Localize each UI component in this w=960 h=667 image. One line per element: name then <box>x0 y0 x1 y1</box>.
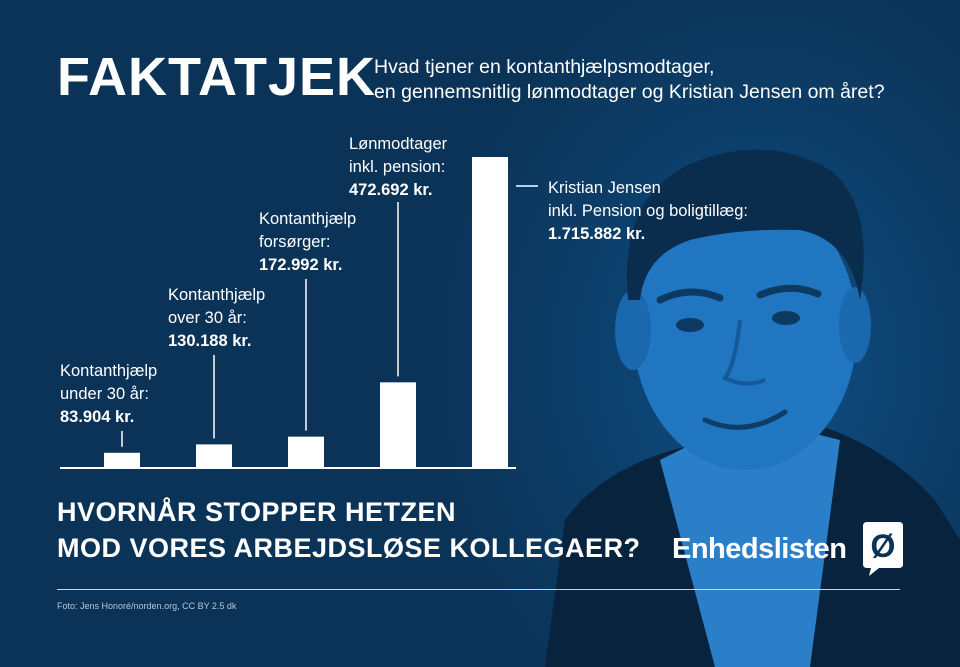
bar-5 <box>472 157 508 468</box>
bar-3 <box>288 436 324 468</box>
category-label-4-1: Lønmodtager <box>349 135 448 153</box>
footer-divider <box>57 589 900 590</box>
subtitle-line-2: en gennemsnitlig lønmodtager og Kristian… <box>374 81 885 103</box>
logo-text: Enhedslisten <box>672 532 847 565</box>
category-label-5-1: Kristian Jensen <box>548 179 661 197</box>
category-label-2-2: over 30 år: <box>168 309 247 327</box>
data-label-4: 472.692 kr. <box>349 181 433 199</box>
data-label-1: 83.904 kr. <box>60 408 134 426</box>
category-label-1-2: under 30 år: <box>60 385 149 403</box>
category-label-3-2: forsørger: <box>259 233 331 251</box>
page-title: FAKTATJEK <box>57 47 376 107</box>
category-label-5-2: inkl. Pension og boligtillæg: <box>548 202 748 220</box>
category-label-1-1: Kontanthjælp <box>60 362 157 380</box>
data-label-3: 172.992 kr. <box>259 256 343 274</box>
photo-credit: Foto: Jens Honoré/norden.org, CC BY 2.5 … <box>57 601 237 611</box>
bar-1 <box>104 452 140 468</box>
bar-2 <box>196 444 232 468</box>
subtitle: Hvad tjener en kontanthjælpsmodtager, en… <box>374 55 934 105</box>
subtitle-line-1: Hvad tjener en kontanthjælpsmodtager, <box>374 56 715 78</box>
category-label-3-1: Kontanthjælp <box>259 210 356 228</box>
speech-bubble-logo-icon: Ø <box>862 522 903 576</box>
data-label-5: 1.715.882 kr. <box>548 225 645 243</box>
slogan-line-2: MOD VORES ARBEJDSLØSE KOLLEGAER? <box>57 533 641 563</box>
logo-mark-letter: Ø <box>870 528 895 564</box>
category-label-4-2: inkl. pension: <box>349 158 445 176</box>
data-label-2: 130.188 kr. <box>168 332 252 350</box>
slogan: HVORNÅR STOPPER HETZEN MOD VORES ARBEJDS… <box>57 494 641 566</box>
bar-4 <box>380 382 416 468</box>
party-logo: Enhedslisten Ø <box>672 520 905 578</box>
category-label-2-1: Kontanthjælp <box>168 286 265 304</box>
slogan-line-1: HVORNÅR STOPPER HETZEN <box>57 497 457 527</box>
